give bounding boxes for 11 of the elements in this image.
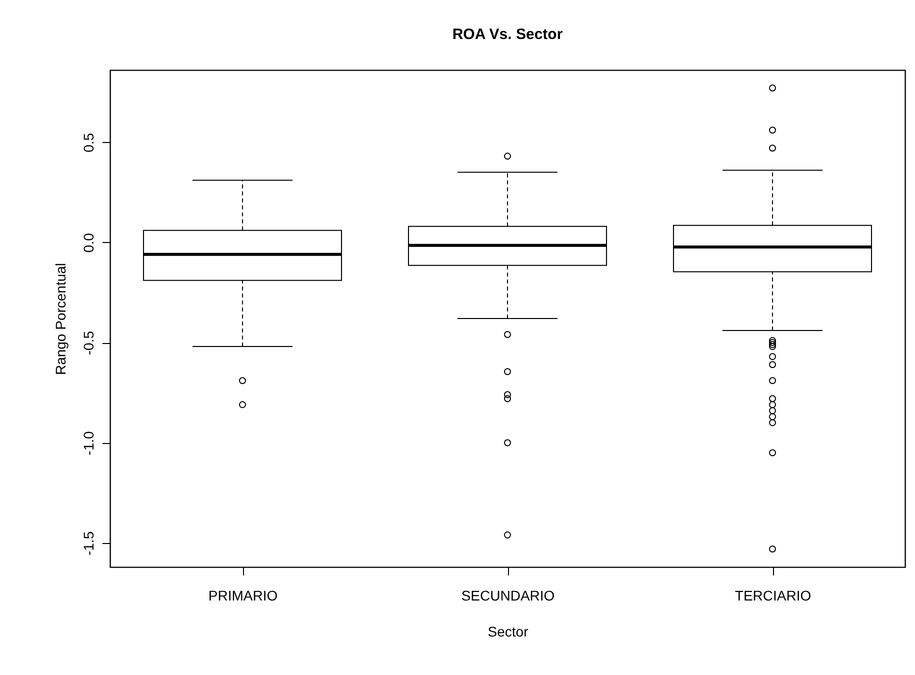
y-tick-label: -1.5 <box>80 531 96 556</box>
y-tick-label: -1.0 <box>80 430 96 456</box>
y-tick-label: -0.5 <box>80 330 96 356</box>
chart-title: ROA Vs. Sector <box>452 26 563 43</box>
x-tick-label: TERCIARIO <box>734 588 812 604</box>
x-axis-title: Sector <box>488 624 529 640</box>
y-tick-label: 0.0 <box>80 232 96 253</box>
y-tick-label: 0.5 <box>80 132 96 152</box>
y-axis-title: Rango Porcentual <box>52 262 68 376</box>
x-tick-label: PRIMARIO <box>208 588 278 604</box>
x-tick-label: SECUNDARIO <box>461 588 555 604</box>
